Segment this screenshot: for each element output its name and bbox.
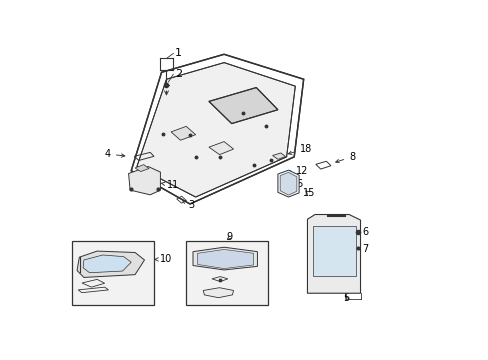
Text: 8: 8	[335, 152, 355, 163]
Bar	[72, 242, 154, 305]
Text: 3: 3	[182, 200, 194, 210]
Polygon shape	[193, 247, 257, 270]
Text: 9: 9	[226, 232, 232, 242]
Text: 10: 10	[154, 255, 172, 264]
Polygon shape	[307, 215, 360, 293]
Text: 6: 6	[356, 227, 368, 237]
Text: 5: 5	[343, 293, 349, 303]
Polygon shape	[208, 141, 233, 155]
Polygon shape	[272, 153, 285, 159]
Text: 7: 7	[356, 244, 368, 254]
Polygon shape	[83, 255, 131, 273]
Text: 13: 13	[230, 292, 264, 301]
Polygon shape	[197, 249, 253, 269]
Polygon shape	[208, 87, 277, 123]
Text: 15: 15	[291, 179, 304, 189]
Text: 16: 16	[234, 280, 264, 289]
Polygon shape	[312, 226, 355, 276]
Polygon shape	[77, 251, 144, 278]
Polygon shape	[277, 170, 299, 197]
Text: 14: 14	[96, 292, 137, 301]
Text: 15: 15	[302, 188, 315, 198]
Text: 12: 12	[287, 166, 308, 176]
Polygon shape	[280, 172, 296, 195]
Text: 4: 4	[104, 149, 124, 159]
Text: 2: 2	[175, 69, 182, 79]
Polygon shape	[131, 54, 303, 204]
Text: 1: 1	[175, 48, 182, 58]
Text: 17: 17	[109, 279, 137, 289]
Bar	[186, 242, 267, 305]
Polygon shape	[128, 167, 160, 195]
Text: 11: 11	[161, 180, 179, 190]
Polygon shape	[203, 288, 233, 298]
Text: 18: 18	[288, 144, 311, 154]
Polygon shape	[137, 63, 295, 197]
Polygon shape	[171, 126, 195, 140]
Polygon shape	[135, 165, 149, 172]
